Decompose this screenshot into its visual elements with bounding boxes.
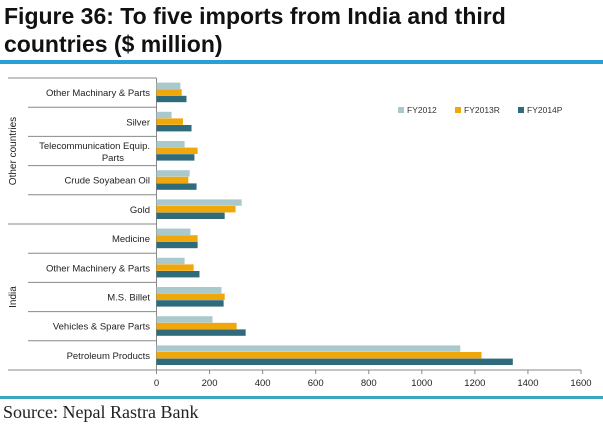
x-tick-label: 1000 (411, 378, 432, 389)
legend-swatch (455, 107, 461, 113)
bar-fy2012 (156, 170, 190, 177)
bar-fy2012 (156, 141, 185, 148)
category-label: Telecommunication Equip. Parts (39, 141, 150, 164)
x-tick-label: 1400 (517, 378, 538, 389)
legend-swatch (518, 107, 524, 113)
bar-fy2014p (156, 300, 224, 307)
legend-label: FY2013R (464, 105, 500, 115)
bar-fy2013r (156, 176, 189, 184)
x-tick-label: 1600 (570, 378, 591, 389)
bar-fy2012 (156, 345, 461, 352)
category-label: Vehicles & Spare Parts (53, 322, 150, 333)
bar-fy2014p (156, 183, 197, 190)
title-divider (0, 60, 603, 64)
bar-fy2014p (156, 329, 246, 336)
bar-fy2012 (156, 82, 181, 89)
category-label: Silver (126, 117, 150, 128)
bar-fy2014p (156, 241, 198, 249)
bar-fy2014p (156, 125, 192, 132)
bar-fy2012 (156, 316, 213, 323)
category-label: Medicine (112, 234, 150, 245)
bar-fy2013r (156, 352, 482, 359)
legend-swatch (398, 107, 404, 113)
source-note: Source: Nepal Rastra Bank (3, 402, 199, 422)
category-label: Other Machinary & Parts (46, 88, 150, 99)
bar-fy2013r (156, 118, 184, 125)
bar-fy2014p (156, 358, 513, 365)
x-tick-label: 600 (308, 378, 324, 389)
x-tick-label: 0 (154, 378, 159, 389)
x-tick-label: 1200 (464, 378, 485, 389)
bar-fy2012 (156, 111, 172, 119)
category-label: Gold (130, 205, 150, 216)
source-divider (0, 396, 603, 399)
category-label: Petroleum Products (67, 351, 151, 362)
category-label: M.S. Billet (107, 293, 150, 304)
x-tick-label: 400 (255, 378, 271, 389)
bar-fy2014p (156, 271, 200, 278)
category-label: Other Machinery & Parts (46, 263, 150, 274)
bar-fy2013r (156, 206, 236, 213)
group-label: Other countries (8, 117, 19, 185)
bar-fy2014p (156, 212, 225, 219)
bar-fy2012 (156, 199, 242, 206)
bar-fy2012 (156, 287, 222, 294)
group-label: India (8, 286, 19, 308)
legend-label: FY2012 (407, 105, 437, 115)
bar-fy2013r (156, 322, 237, 330)
bar-fy2014p (156, 154, 195, 161)
bar-fy2013r (156, 147, 198, 154)
bar-fy2013r (156, 293, 225, 300)
figure-title: Figure 36: To five imports from India an… (4, 3, 506, 57)
bar-fy2012 (156, 228, 191, 235)
category-label: Crude Soyabean Oil (64, 176, 150, 187)
bar-fy2012 (156, 257, 185, 265)
bar-chart: Other countries India Other Machinary & Pa… (8, 77, 592, 389)
x-tick-label: 200 (202, 378, 218, 389)
bar-fy2013r (156, 89, 182, 96)
bar-fy2014p (156, 95, 187, 103)
x-tick-label: 800 (361, 378, 377, 389)
legend-label: FY2014P (527, 105, 563, 115)
bar-fy2013r (156, 264, 194, 271)
bar-fy2013r (156, 235, 198, 242)
